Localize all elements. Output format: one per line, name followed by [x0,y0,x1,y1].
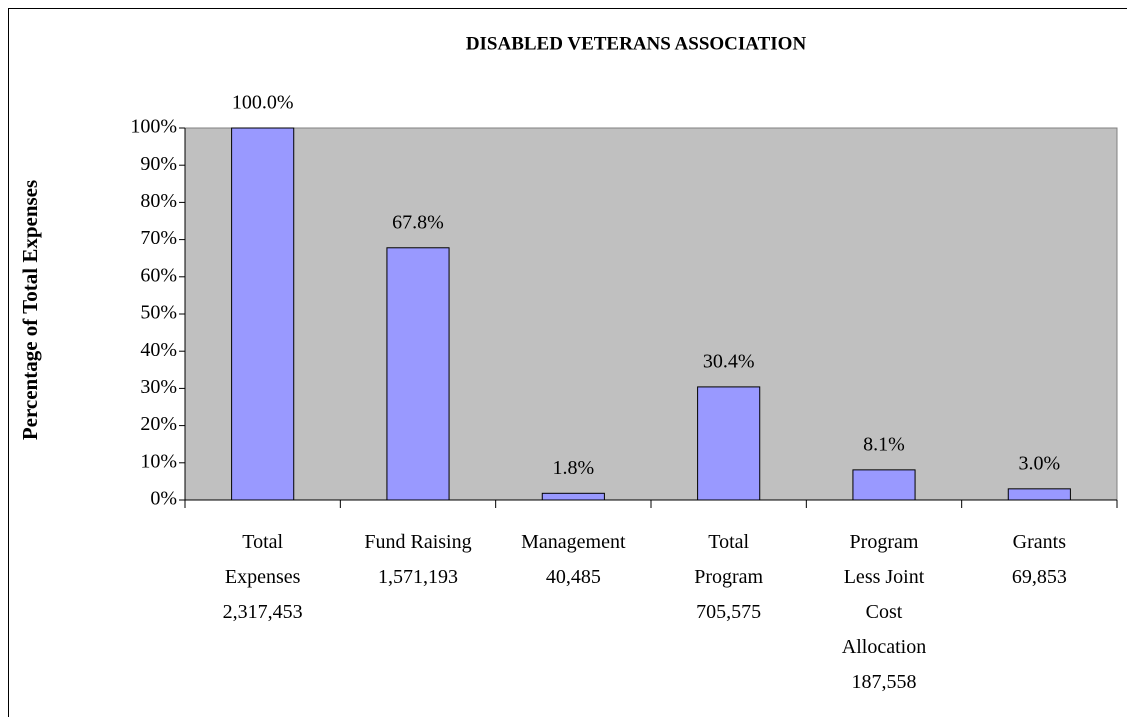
value-label: 100.0% [232,92,294,114]
value-label: 30.4% [703,351,755,373]
y-tick-label: 80% [140,190,177,212]
y-tick-label: 20% [140,413,177,435]
chart-border [8,8,1127,717]
value-label: 67.8% [392,211,444,233]
y-axis-label: Percentage of Total Expenses [18,180,42,440]
y-tick-label: 40% [140,339,177,361]
chart-title: DISABLED VETERANS ASSOCIATION [466,33,807,54]
value-label: 3.0% [1018,452,1060,474]
bar [386,247,450,501]
bar [852,469,916,501]
x-tick-label: Program Less Joint Cost Allocation 187,5… [841,531,927,693]
x-tick-label: Fund Raising 1,571,193 [364,531,472,588]
value-label: 1.8% [552,457,594,479]
x-tick-label: Management 40,485 [521,531,626,588]
bar [231,127,295,501]
y-tick-label: 50% [140,302,177,324]
bar [1007,488,1071,501]
y-tick-label: 90% [140,153,177,175]
plot-area [184,127,1118,501]
y-tick-label: 0% [150,488,177,510]
bar [697,386,761,501]
y-tick-label: 70% [140,227,177,249]
x-tick-label: Grants 69,853 [1011,531,1067,588]
x-tick-label: Total Expenses 2,317,453 [222,531,303,623]
y-tick-label: 30% [140,376,177,398]
value-label: 8.1% [863,433,905,455]
y-tick-label: 60% [140,264,177,286]
x-tick-label: Total Program 705,575 [694,531,764,623]
bar [541,492,605,501]
y-tick-label: 100% [130,116,177,138]
y-tick-label: 10% [140,450,177,472]
